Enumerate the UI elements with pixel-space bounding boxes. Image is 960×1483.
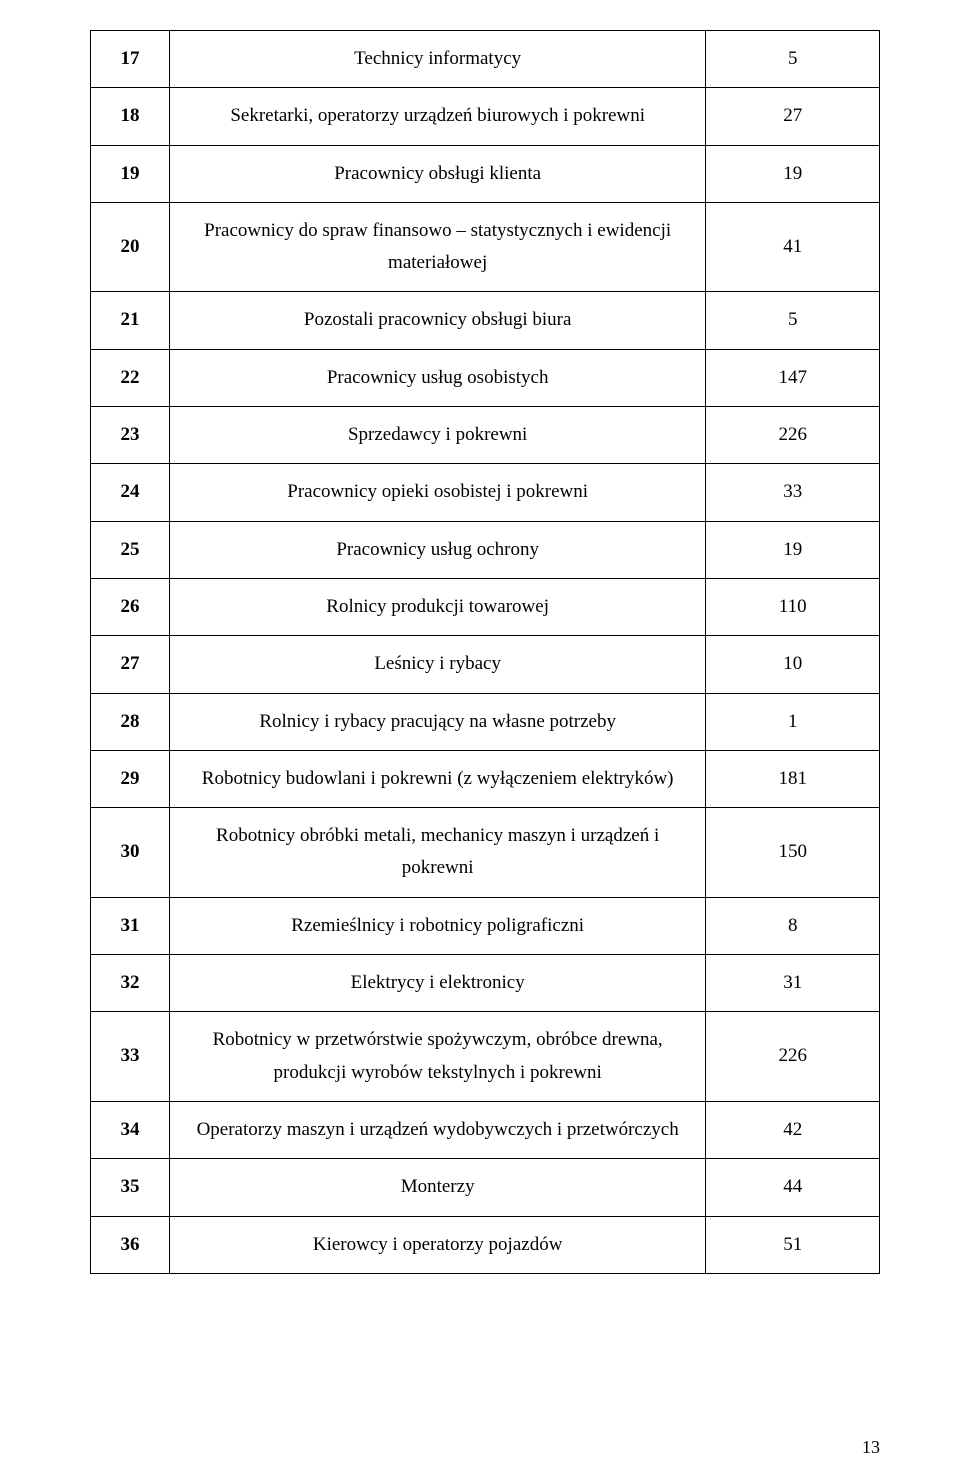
row-value-cell: 5 bbox=[706, 31, 880, 88]
table-row: 22Pracownicy usług osobistych147 bbox=[91, 349, 880, 406]
row-description-cell: Rolnicy i rybacy pracujący na własne pot… bbox=[169, 693, 706, 750]
table-body: 17Technicy informatycy518Sekretarki, ope… bbox=[91, 31, 880, 1274]
table-row: 29Robotnicy budowlani i pokrewni (z wyłą… bbox=[91, 750, 880, 807]
table-row: 27Leśnicy i rybacy10 bbox=[91, 636, 880, 693]
row-description-cell: Robotnicy obróbki metali, mechanicy masz… bbox=[169, 808, 706, 898]
row-number-cell: 30 bbox=[91, 808, 170, 898]
table-row: 31Rzemieślnicy i robotnicy poligraficzni… bbox=[91, 897, 880, 954]
row-number-cell: 34 bbox=[91, 1101, 170, 1158]
page-number: 13 bbox=[862, 1437, 880, 1458]
row-number-cell: 17 bbox=[91, 31, 170, 88]
row-number-cell: 35 bbox=[91, 1159, 170, 1216]
table-row: 28Rolnicy i rybacy pracujący na własne p… bbox=[91, 693, 880, 750]
row-number-cell: 23 bbox=[91, 407, 170, 464]
row-description-cell: Sekretarki, operatorzy urządzeń biurowyc… bbox=[169, 88, 706, 145]
row-description-cell: Sprzedawcy i pokrewni bbox=[169, 407, 706, 464]
row-description-cell: Operatorzy maszyn i urządzeń wydobywczyc… bbox=[169, 1101, 706, 1158]
table-row: 34Operatorzy maszyn i urządzeń wydobywcz… bbox=[91, 1101, 880, 1158]
table-row: 25Pracownicy usług ochrony19 bbox=[91, 521, 880, 578]
row-description-cell: Pozostali pracownicy obsługi biura bbox=[169, 292, 706, 349]
table-row: 17Technicy informatycy5 bbox=[91, 31, 880, 88]
row-value-cell: 19 bbox=[706, 521, 880, 578]
row-description-cell: Robotnicy budowlani i pokrewni (z wyłącz… bbox=[169, 750, 706, 807]
row-number-cell: 21 bbox=[91, 292, 170, 349]
row-number-cell: 33 bbox=[91, 1012, 170, 1102]
row-description-cell: Elektrycy i elektronicy bbox=[169, 955, 706, 1012]
row-value-cell: 8 bbox=[706, 897, 880, 954]
row-value-cell: 51 bbox=[706, 1216, 880, 1273]
row-description-cell: Pracownicy usług osobistych bbox=[169, 349, 706, 406]
row-description-cell: Pracownicy do spraw finansowo – statysty… bbox=[169, 202, 706, 292]
row-description-cell: Kierowcy i operatorzy pojazdów bbox=[169, 1216, 706, 1273]
row-number-cell: 27 bbox=[91, 636, 170, 693]
row-number-cell: 25 bbox=[91, 521, 170, 578]
row-value-cell: 226 bbox=[706, 407, 880, 464]
row-number-cell: 24 bbox=[91, 464, 170, 521]
row-value-cell: 42 bbox=[706, 1101, 880, 1158]
table-row: 24Pracownicy opieki osobistej i pokrewni… bbox=[91, 464, 880, 521]
table-row: 23Sprzedawcy i pokrewni226 bbox=[91, 407, 880, 464]
row-value-cell: 226 bbox=[706, 1012, 880, 1102]
row-number-cell: 20 bbox=[91, 202, 170, 292]
row-value-cell: 181 bbox=[706, 750, 880, 807]
row-description-cell: Rzemieślnicy i robotnicy poligraficzni bbox=[169, 897, 706, 954]
row-value-cell: 147 bbox=[706, 349, 880, 406]
table-row: 20Pracownicy do spraw finansowo – statys… bbox=[91, 202, 880, 292]
table-row: 35Monterzy44 bbox=[91, 1159, 880, 1216]
row-value-cell: 10 bbox=[706, 636, 880, 693]
table-row: 26Rolnicy produkcji towarowej110 bbox=[91, 578, 880, 635]
row-description-cell: Technicy informatycy bbox=[169, 31, 706, 88]
row-number-cell: 29 bbox=[91, 750, 170, 807]
table-row: 19Pracownicy obsługi klienta19 bbox=[91, 145, 880, 202]
row-number-cell: 22 bbox=[91, 349, 170, 406]
row-description-cell: Pracownicy obsługi klienta bbox=[169, 145, 706, 202]
data-table: 17Technicy informatycy518Sekretarki, ope… bbox=[90, 30, 880, 1274]
table-row: 33Robotnicy w przetwórstwie spożywczym, … bbox=[91, 1012, 880, 1102]
row-value-cell: 33 bbox=[706, 464, 880, 521]
row-value-cell: 41 bbox=[706, 202, 880, 292]
row-description-cell: Rolnicy produkcji towarowej bbox=[169, 578, 706, 635]
row-description-cell: Pracownicy opieki osobistej i pokrewni bbox=[169, 464, 706, 521]
row-value-cell: 27 bbox=[706, 88, 880, 145]
row-number-cell: 18 bbox=[91, 88, 170, 145]
table-row: 18Sekretarki, operatorzy urządzeń biurow… bbox=[91, 88, 880, 145]
row-number-cell: 28 bbox=[91, 693, 170, 750]
row-number-cell: 31 bbox=[91, 897, 170, 954]
row-value-cell: 5 bbox=[706, 292, 880, 349]
row-value-cell: 110 bbox=[706, 578, 880, 635]
row-value-cell: 44 bbox=[706, 1159, 880, 1216]
table-row: 21Pozostali pracownicy obsługi biura5 bbox=[91, 292, 880, 349]
document-page: 17Technicy informatycy518Sekretarki, ope… bbox=[0, 0, 960, 1483]
row-number-cell: 32 bbox=[91, 955, 170, 1012]
table-row: 30Robotnicy obróbki metali, mechanicy ma… bbox=[91, 808, 880, 898]
row-number-cell: 26 bbox=[91, 578, 170, 635]
row-number-cell: 19 bbox=[91, 145, 170, 202]
row-value-cell: 1 bbox=[706, 693, 880, 750]
row-description-cell: Pracownicy usług ochrony bbox=[169, 521, 706, 578]
table-row: 32Elektrycy i elektronicy31 bbox=[91, 955, 880, 1012]
row-value-cell: 19 bbox=[706, 145, 880, 202]
row-value-cell: 150 bbox=[706, 808, 880, 898]
row-description-cell: Robotnicy w przetwórstwie spożywczym, ob… bbox=[169, 1012, 706, 1102]
row-description-cell: Leśnicy i rybacy bbox=[169, 636, 706, 693]
row-number-cell: 36 bbox=[91, 1216, 170, 1273]
table-row: 36Kierowcy i operatorzy pojazdów51 bbox=[91, 1216, 880, 1273]
row-description-cell: Monterzy bbox=[169, 1159, 706, 1216]
row-value-cell: 31 bbox=[706, 955, 880, 1012]
